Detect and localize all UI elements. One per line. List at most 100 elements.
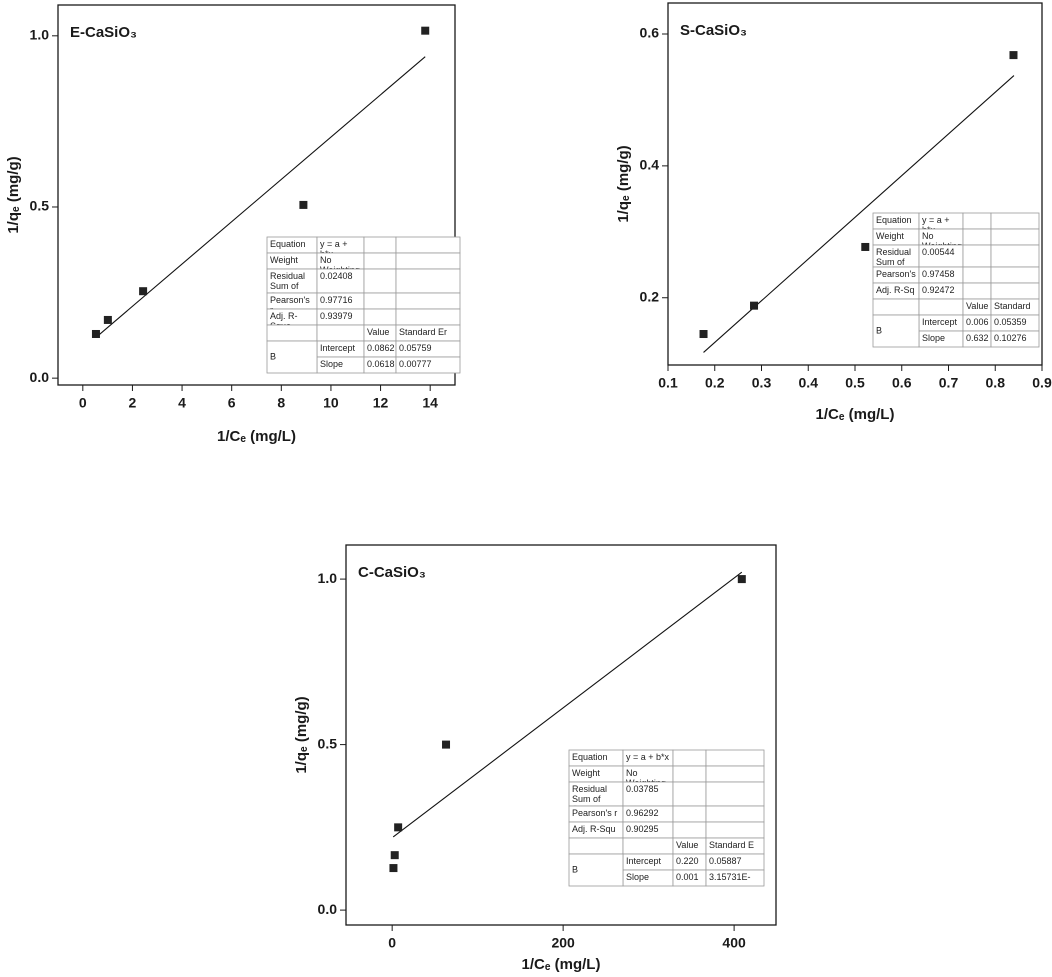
table-cell-text-box: 0.05359 <box>994 317 1027 327</box>
table-cell <box>705 781 765 807</box>
param-value: 0.0618 <box>367 359 395 369</box>
table-cell <box>705 805 765 823</box>
table-cell <box>622 781 674 807</box>
x-tick-label: 0 <box>388 935 396 951</box>
table-cell-text-box: Value <box>367 327 390 337</box>
table-cell <box>872 314 920 348</box>
x-axis-label: 1/Cₑ (mg/L) <box>522 956 601 973</box>
table-cell-text-box: 0.97716 <box>320 295 353 305</box>
table-cell <box>672 781 707 807</box>
table-cell <box>395 308 461 326</box>
table-cell <box>672 821 707 839</box>
stat-label: Residual Sum of Squares <box>876 247 912 267</box>
data-point <box>861 242 870 251</box>
table-cell <box>705 765 765 783</box>
stat-label: Pearson's r <box>270 295 310 309</box>
table-cell <box>266 324 318 342</box>
table-cell-text-box: 0.0862 <box>367 343 395 353</box>
table-cell-text-box: y = a + b*x <box>320 239 348 253</box>
table-cell-text-box: 0.03785 <box>626 784 659 794</box>
column-header: Standard <box>994 301 1031 311</box>
data-point <box>442 740 451 749</box>
y-tick-label: 0.0 <box>30 369 50 385</box>
data-point <box>394 823 403 832</box>
x-tick-label: 0.3 <box>752 375 772 391</box>
table-cell-text-box: 0.02408 <box>320 271 353 281</box>
table-cell-text-box: Residual Sum of Squares <box>572 784 607 806</box>
table-cell-text-box: Value <box>966 301 988 311</box>
table-cell-text-box: Weight <box>876 231 904 241</box>
stat-value: 0.92472 <box>922 285 955 295</box>
param-name: Intercept <box>626 856 662 866</box>
x-tick-label: 0.6 <box>892 375 912 391</box>
param-value: 3.15731E- <box>709 872 751 882</box>
table-cell <box>672 805 707 823</box>
table-cell <box>962 266 992 284</box>
table-cell <box>990 212 1040 230</box>
stat-label: Equation <box>876 215 912 225</box>
chart-title: C-CaSiO₃ <box>358 564 426 581</box>
x-tick-label: 0.5 <box>845 375 865 391</box>
table-cell <box>962 282 992 300</box>
data-point <box>1009 51 1018 60</box>
data-point <box>103 315 112 324</box>
stat-value: y = a + b*x <box>320 239 348 253</box>
table-cell <box>990 228 1040 246</box>
y-axis-label: 1/qₑ (mg/g) <box>293 696 310 773</box>
x-tick-label: 6 <box>228 395 236 411</box>
table-cell-text-box: Standard Er <box>399 327 448 337</box>
table-cell-text-box: Intercept <box>626 856 662 866</box>
table-cell <box>395 236 461 254</box>
column-header: Value <box>367 327 390 337</box>
param-value: 0.10276 <box>994 333 1027 343</box>
table-cell-text-box: 0.220 <box>676 856 699 866</box>
table-cell <box>672 765 707 783</box>
param-name: Slope <box>320 359 344 369</box>
x-tick-label: 8 <box>277 395 285 411</box>
stat-label: Weight <box>876 231 904 241</box>
x-tick-label: 400 <box>722 935 746 951</box>
stat-value: No Weighting <box>626 768 666 782</box>
stat-value: 0.02408 <box>320 271 353 281</box>
table-cell <box>395 292 461 310</box>
table-cell <box>962 212 992 230</box>
table-cell-text-box: Intercept <box>320 343 355 353</box>
table-cell-text-box: Residual Sum of Squares <box>876 247 912 267</box>
param-value: 0.05759 <box>399 343 432 353</box>
table-cell-text-box: 0.006 <box>966 317 989 327</box>
table-cell <box>918 298 964 316</box>
table-cell <box>705 821 765 839</box>
stat-label: Residual Sum of Squares <box>270 271 306 293</box>
table-cell-text-box: 0.97458 <box>922 269 955 279</box>
stat-value: 0.00544 <box>922 247 955 257</box>
x-tick-label: 2 <box>129 395 137 411</box>
table-cell <box>622 837 674 855</box>
stat-label: Adj. R-Squ <box>572 824 616 834</box>
table-cell-text-box: Adj. R-Squ <box>572 824 616 834</box>
x-tick-label: 0 <box>79 395 87 411</box>
stat-value: 0.97458 <box>922 269 955 279</box>
y-axis-label: 1/qₑ (mg/g) <box>615 145 632 222</box>
table-cell-text-box: 0.632 <box>966 333 989 343</box>
x-tick-label: 200 <box>551 935 575 951</box>
param-name: Intercept <box>922 317 958 327</box>
y-tick-label: 1.0 <box>30 27 50 43</box>
table-cell <box>705 869 765 887</box>
stat-value: 0.93979 <box>320 311 353 321</box>
table-cell <box>363 252 397 270</box>
stat-label: Pearson's <box>876 269 916 279</box>
column-header: Standard Er <box>399 327 448 337</box>
column-header: Standard E <box>709 840 755 850</box>
table-cell-text-box: Value <box>676 840 698 850</box>
stat-label: Weight <box>572 768 600 778</box>
y-tick-label: 1.0 <box>318 570 338 586</box>
group-label: B <box>572 864 578 874</box>
table-cell-text-box: 0.00777 <box>399 359 432 369</box>
data-point <box>390 851 399 860</box>
table-cell-text-box: No Weighting <box>320 255 360 269</box>
table-cell-text-box: 0.001 <box>676 872 699 882</box>
param-name: Slope <box>626 872 650 882</box>
table-cell-text-box: 0.90295 <box>626 824 659 834</box>
table-cell <box>363 236 397 254</box>
stat-label: Adj. R-Squa <box>270 311 298 325</box>
